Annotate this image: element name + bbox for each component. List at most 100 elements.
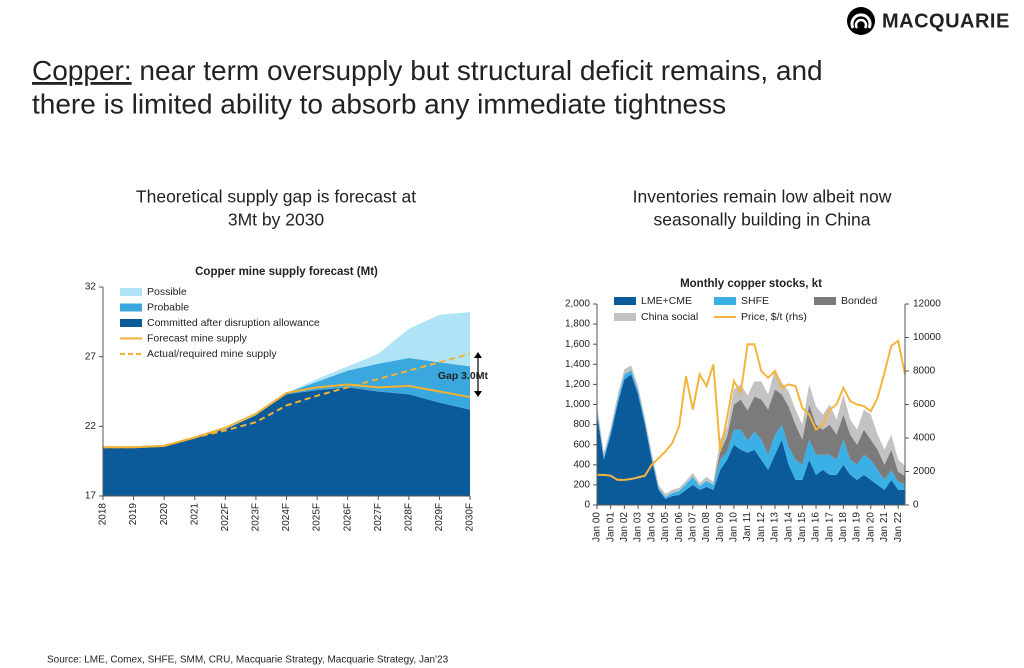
line-4 xyxy=(103,352,471,449)
legend-label: China social xyxy=(641,311,698,323)
x-tick-label: Jan 18 xyxy=(838,512,849,542)
logo: MACQUARIE xyxy=(847,7,1010,35)
x-tick-label: 2026F xyxy=(342,503,353,531)
legend-label: Probable xyxy=(147,301,189,313)
slide-title: Copper: near term oversupply but structu… xyxy=(32,55,823,86)
x-tick-label: 2025F xyxy=(312,503,323,531)
y2-tick-label: 8000 xyxy=(913,366,936,377)
area-2 xyxy=(103,312,470,448)
logo-icon-arc xyxy=(850,13,872,29)
y2-tick-label: 10000 xyxy=(913,332,941,343)
title-rest: near term oversupply but structural defi… xyxy=(132,55,823,86)
x-tick-label: Jan 04 xyxy=(646,512,657,542)
y-tick-label: 1,600 xyxy=(565,339,590,350)
legend-label: Actual/required mine supply xyxy=(147,348,277,360)
x-tick-label: Jan 16 xyxy=(811,512,822,542)
x-tick-label: Jan 14 xyxy=(783,512,794,542)
legend-label: LME+CME xyxy=(641,295,692,307)
x-tick-label: 2027F xyxy=(373,503,384,531)
y-tick-label: 0 xyxy=(584,500,590,511)
x-tick-label: Jan 02 xyxy=(619,512,630,542)
x-tick-label: Jan 17 xyxy=(824,512,835,542)
area-2 xyxy=(597,370,905,497)
chart-title: Copper mine supply forecast (Mt) xyxy=(195,266,378,278)
y2-tick-label: 2000 xyxy=(913,466,936,477)
y-tick-label: 17 xyxy=(85,491,97,502)
legend-swatch xyxy=(814,297,836,305)
subtitle: seasonally building in China xyxy=(654,210,871,230)
x-tick-label: Jan 03 xyxy=(633,512,644,542)
y-tick-label: 22 xyxy=(85,421,97,432)
title-lead: Copper: xyxy=(32,55,132,86)
y2-tick-label: 4000 xyxy=(913,433,936,444)
x-tick-label: 2020 xyxy=(159,503,170,526)
x-tick-label: Jan 20 xyxy=(865,512,876,542)
x-tick-label: Jan 10 xyxy=(729,512,740,542)
line-4 xyxy=(597,339,906,481)
x-tick-label: Jan 07 xyxy=(687,512,698,542)
x-tick-label: Jan 05 xyxy=(660,512,671,542)
legend-swatch xyxy=(120,288,142,296)
x-tick-label: Jan 08 xyxy=(701,512,712,542)
x-tick-label: Jan 19 xyxy=(852,512,863,542)
y-tick-label: 1,000 xyxy=(565,399,590,410)
legend-swatch xyxy=(714,297,736,305)
x-tick-label: 2028F xyxy=(403,503,414,531)
y-tick-label: 2,000 xyxy=(565,299,590,310)
y2-tick-label: 12000 xyxy=(913,299,941,310)
y-tick-label: 32 xyxy=(85,282,97,293)
area-1 xyxy=(597,370,905,499)
x-tick-label: 2021 xyxy=(189,503,200,526)
logo-icon-arc xyxy=(854,18,868,29)
x-tick-label: Jan 00 xyxy=(592,512,603,542)
legend-label: Committed after disruption allowance xyxy=(147,317,320,329)
source-note: Source: LME, Comex, SHFE, SMM, CRU, Macq… xyxy=(47,655,449,666)
y-tick-label: 600 xyxy=(573,439,590,450)
y-tick-label: 27 xyxy=(85,351,97,362)
x-tick-label: Jan 15 xyxy=(797,512,808,542)
x-tick-label: 2018 xyxy=(98,503,109,526)
x-tick-label: Jan 09 xyxy=(715,512,726,542)
x-tick-label: 2029F xyxy=(434,503,445,531)
y2-tick-label: 0 xyxy=(913,500,919,511)
x-tick-label: Jan 13 xyxy=(770,512,781,542)
y2-tick-label: 6000 xyxy=(913,399,936,410)
legend-label: Forecast mine supply xyxy=(147,332,248,344)
slide-title: there is limited ability to absorb any i… xyxy=(32,88,726,119)
subtitle: Inventories remain low albeit now xyxy=(633,187,892,207)
x-tick-label: 2024F xyxy=(281,503,292,531)
legend-label: Price, $/t (rhs) xyxy=(741,311,807,323)
y-tick-label: 200 xyxy=(573,480,590,491)
legend-swatch xyxy=(614,297,636,305)
area-0 xyxy=(597,374,905,505)
y-tick-label: 800 xyxy=(573,419,590,430)
x-tick-label: Jan 11 xyxy=(742,512,753,542)
x-tick-label: 2019 xyxy=(128,503,139,526)
x-tick-label: 2023F xyxy=(251,503,262,531)
y-tick-label: 400 xyxy=(573,459,590,470)
legend-label: SHFE xyxy=(741,295,769,307)
legend-label: Bonded xyxy=(841,295,877,307)
x-tick-label: Jan 21 xyxy=(879,512,890,542)
y-tick-label: 1,800 xyxy=(565,319,590,330)
y-tick-label: 1,200 xyxy=(565,379,590,390)
area-0 xyxy=(103,387,470,496)
x-tick-label: Jan 12 xyxy=(756,512,767,542)
x-tick-label: Jan 22 xyxy=(893,512,904,542)
logo-text: MACQUARIE xyxy=(882,10,1010,32)
y-tick-label: 1,400 xyxy=(565,359,590,370)
x-tick-label: Jan 06 xyxy=(674,512,685,542)
area-3 xyxy=(597,365,905,497)
legend-swatch xyxy=(120,319,142,327)
subtitle: Theoretical supply gap is forecast at xyxy=(136,187,416,207)
legend-swatch xyxy=(120,303,142,312)
subtitle: 3Mt by 2030 xyxy=(228,210,325,230)
annotation: Gap 3.0Mt xyxy=(438,370,489,382)
legend-swatch xyxy=(614,313,636,321)
area-1 xyxy=(103,358,470,448)
legend-label: Possible xyxy=(147,286,187,298)
x-tick-label: 2030F xyxy=(465,503,476,531)
x-tick-label: 2022F xyxy=(220,503,231,531)
gap-arrow-head xyxy=(474,391,482,397)
